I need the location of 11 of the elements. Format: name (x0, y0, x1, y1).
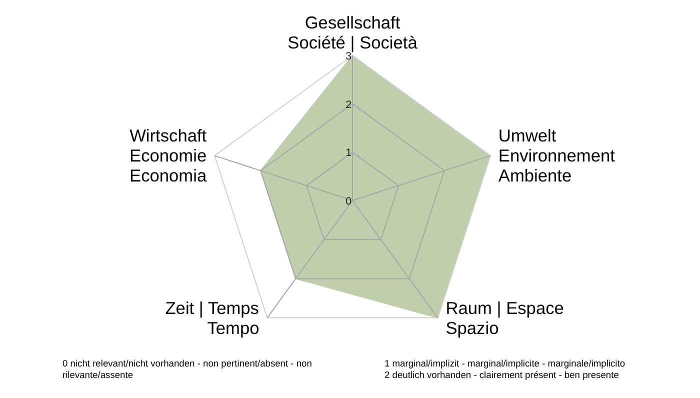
spoke-label: Raum | Espace Spazio (446, 298, 564, 338)
spoke-label: Umwelt Environnement Ambiente (498, 126, 616, 186)
y-tick-label: 1 (346, 147, 352, 160)
y-tick-label: 2 (346, 98, 352, 111)
text: 1 marginal/implizit - marginal/implicite - marginale/implicito 2 deutlich vorhanden - clairement présent - ben presente (384, 358, 626, 380)
y-tick-label: 3 (346, 50, 352, 62)
y-tick-label: 0 (346, 196, 352, 208)
spoke-label: Zeit | Temps Tempo (165, 298, 260, 338)
spoke-label: Gesellschaft Société | Società (288, 12, 418, 52)
spoke-label: Wirtschaft Economie Economia (130, 126, 207, 186)
text: 0 nicht relevant/nicht vorhanden - non pertinent/absent - non rilevante/assente (62, 358, 312, 380)
